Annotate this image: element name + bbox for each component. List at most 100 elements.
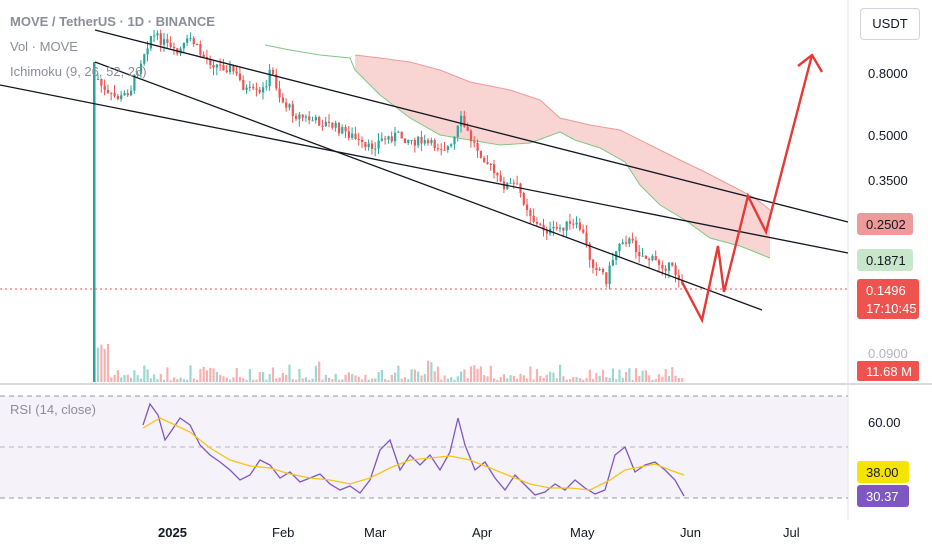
candle-body xyxy=(100,78,103,86)
volume-bar xyxy=(460,371,463,382)
candle-body xyxy=(535,221,539,224)
candle-body xyxy=(314,117,317,121)
volume-bar xyxy=(252,379,255,382)
candle-body xyxy=(542,224,545,231)
rsi-tick: 60.00 xyxy=(868,415,901,430)
volume-bar xyxy=(387,379,390,382)
candle-body xyxy=(532,215,535,222)
candle-body xyxy=(512,182,515,184)
time-tick: Mar xyxy=(364,525,387,540)
volume-bar xyxy=(578,377,581,382)
candle-body xyxy=(479,150,482,158)
projection-path[interactable] xyxy=(680,54,814,324)
candle-body xyxy=(242,80,245,90)
price-tick: 0.8000 xyxy=(868,66,908,81)
volume-bar xyxy=(245,379,248,382)
volume-bar xyxy=(143,365,146,382)
volume-bar xyxy=(159,373,162,382)
ichimoku-span-a xyxy=(354,54,771,211)
volume-bar xyxy=(681,378,684,382)
candle-body xyxy=(539,223,542,225)
candle-body xyxy=(423,140,426,144)
candle-body xyxy=(469,130,473,142)
candle-body xyxy=(496,173,499,176)
candle-body xyxy=(331,122,334,128)
volume-bar xyxy=(423,374,426,382)
candle-body xyxy=(298,114,301,119)
volume-bar xyxy=(268,374,271,382)
volume-bar xyxy=(341,379,344,382)
candle-body xyxy=(605,272,608,285)
volume-bar xyxy=(601,369,605,382)
candle-body xyxy=(568,221,572,224)
volume-bar xyxy=(499,377,502,382)
candle-body xyxy=(354,133,357,140)
trendline-middle[interactable] xyxy=(0,84,849,254)
volume-bar xyxy=(229,379,232,382)
volume-bar xyxy=(509,375,512,382)
volume-bar xyxy=(169,379,172,382)
candle-body xyxy=(403,138,407,143)
candle-body xyxy=(252,86,255,89)
candle-body xyxy=(374,148,377,150)
candle-body xyxy=(453,136,456,145)
volume-bar xyxy=(661,376,664,382)
symbol-title[interactable]: MOVE / TetherUS · 1D · BINANCE xyxy=(10,14,215,29)
volume-bar xyxy=(262,372,265,382)
volume-bar xyxy=(588,369,591,382)
candle-body xyxy=(509,182,512,184)
volume-bar xyxy=(595,372,598,382)
candle-body xyxy=(169,42,172,47)
volume-bar xyxy=(199,369,202,382)
currency-button[interactable]: USDT xyxy=(860,8,920,40)
volume-bar xyxy=(565,379,568,382)
candle-body xyxy=(136,74,139,76)
volume-bar xyxy=(123,375,126,382)
candle-body xyxy=(367,143,370,148)
volume-bar xyxy=(446,378,449,382)
volume-bar xyxy=(100,344,103,382)
candle-body xyxy=(278,88,281,98)
volume-bar xyxy=(473,365,476,382)
candle-body xyxy=(483,157,486,163)
candle-body xyxy=(575,222,578,225)
volume-bar xyxy=(502,374,506,382)
candle-body xyxy=(318,117,321,126)
trendline-lower[interactable] xyxy=(94,61,763,311)
volume-bar xyxy=(403,377,407,382)
candle-body xyxy=(225,70,228,73)
volume-bar xyxy=(463,369,466,382)
candle-body xyxy=(351,133,354,138)
candle-body xyxy=(681,280,684,284)
candle-body xyxy=(347,131,350,138)
candle-body xyxy=(182,42,185,49)
trendline-upper[interactable] xyxy=(94,29,849,223)
rsi-line xyxy=(142,402,685,497)
volume-indicator-label[interactable]: Vol · MOVE xyxy=(10,39,78,54)
volume-bar xyxy=(192,378,195,382)
volume-bar xyxy=(407,379,410,382)
volume-bar xyxy=(205,370,209,382)
volume-bar xyxy=(641,370,644,382)
ichimoku-indicator-label[interactable]: Ichimoku (9, 26, 52, 26) xyxy=(10,64,147,79)
volume-bar xyxy=(605,377,608,382)
volume-bar xyxy=(413,369,416,382)
time-tick: Jul xyxy=(783,525,800,540)
volume-bar xyxy=(638,376,641,382)
volume-bar xyxy=(285,374,288,382)
candle-body xyxy=(265,86,268,88)
volume-bar xyxy=(433,371,436,382)
candle-body xyxy=(361,139,364,143)
candle-body xyxy=(199,44,202,55)
volume-bar xyxy=(314,365,317,382)
candle-body xyxy=(179,48,182,54)
candle-body xyxy=(562,227,565,231)
rsi-indicator-label[interactable]: RSI (14, close) xyxy=(10,402,96,417)
volume-bar xyxy=(440,379,443,382)
candle-body xyxy=(186,38,189,43)
volume-bar xyxy=(493,378,496,382)
volume-bar xyxy=(97,347,100,382)
candle-body xyxy=(377,140,380,149)
candle-body xyxy=(341,127,344,134)
